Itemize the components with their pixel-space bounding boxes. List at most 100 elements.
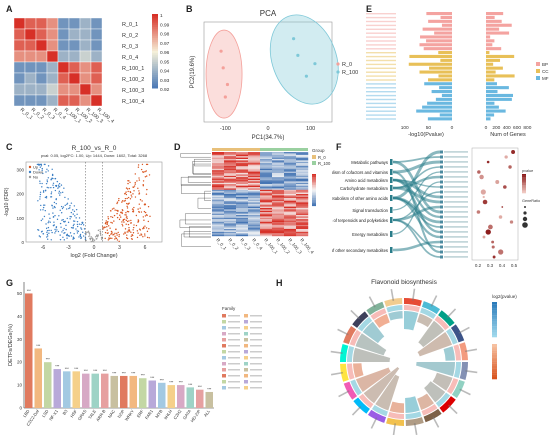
- heatmap-cell: [236, 161, 249, 164]
- heatmap-cell: [284, 224, 297, 227]
- heatmap-cell: [284, 156, 297, 158]
- heatmap-cell: [248, 168, 261, 171]
- heatmap-cell: [284, 159, 297, 161]
- heatmap-cell: [236, 153, 249, 155]
- heatmap-cell: [260, 202, 273, 204]
- heatmap-cell: [224, 219, 237, 221]
- heatmap-cell: [236, 174, 249, 176]
- volcano-point: [126, 207, 129, 209]
- heatmap-cell: [248, 210, 261, 213]
- volcano-point: [53, 201, 56, 204]
- y-tick: 50: [17, 291, 23, 296]
- bar: [110, 375, 118, 408]
- heatmap-cell: [296, 189, 309, 192]
- volcano-point: [61, 191, 64, 194]
- heatmap-cell: [224, 152, 237, 154]
- volcano-point: [64, 204, 66, 207]
- gene-count-bar: [486, 58, 501, 62]
- sankey-flow: [392, 219, 441, 258]
- heatmap-cell: [260, 177, 273, 179]
- heatmap-cell: [35, 94, 48, 107]
- volcano-point: [94, 236, 97, 238]
- volcano-point: [110, 233, 112, 235]
- heatmap-cell: [236, 202, 249, 204]
- volcano-point: [60, 192, 62, 194]
- heatmap-cell: [248, 161, 261, 164]
- heatmap-cell: [236, 181, 249, 183]
- legend-family-name: [228, 375, 240, 377]
- sankey-target-label: [444, 256, 468, 258]
- x-tick-right: 800: [523, 125, 531, 131]
- r0-ellipse: [205, 29, 243, 119]
- inner-ring-segment: [421, 404, 438, 416]
- volcano-point: [140, 168, 143, 171]
- heatmap-cell: [248, 198, 261, 200]
- volcano-point: [147, 220, 150, 223]
- inner-ring-segment: [446, 378, 459, 395]
- colorbar-segment: [492, 317, 497, 320]
- volcano-point: [142, 228, 144, 230]
- heatmap-cell: [224, 161, 237, 164]
- volcano-point: [56, 218, 59, 221]
- volcano-point: [145, 227, 148, 229]
- heatmap-cell: [90, 39, 103, 52]
- volcano-point: [118, 199, 120, 202]
- legend-label: Up: [33, 165, 39, 170]
- heatmap-cell: [260, 234, 273, 237]
- legend-marker: [336, 70, 340, 74]
- volcano-point: [39, 166, 42, 168]
- significance-label: ***: [188, 383, 193, 387]
- volcano-point: [113, 214, 116, 217]
- volcano-point: [101, 238, 103, 241]
- outer-segment: [459, 342, 468, 361]
- row-label: R_0_1: [122, 22, 138, 28]
- heatmap-cell: [248, 177, 261, 179]
- sankey-target-node: [440, 200, 443, 204]
- volcano-point: [124, 214, 126, 216]
- volcano-point: [52, 207, 54, 209]
- heatmap-cell: [248, 174, 261, 176]
- volcano-point: [63, 239, 65, 241]
- category-label: ARR-B: [95, 409, 107, 423]
- colorbar-segment: [522, 183, 526, 186]
- heatmap-cell: [260, 185, 273, 188]
- heatmap-cell: [212, 171, 225, 174]
- row-dendrogram: [194, 159, 211, 167]
- sankey-target-node: [440, 150, 443, 154]
- category-label: ERF: [136, 408, 145, 418]
- pathway-label: Biosynthesis of other secondary metaboli…: [332, 248, 388, 253]
- volcano-point: [76, 232, 79, 234]
- volcano-point: [132, 211, 135, 213]
- colorbar-segment: [492, 344, 497, 347]
- volcano-point: [124, 228, 127, 230]
- pathway-label: Metabolism of other amino acids: [332, 196, 388, 201]
- heatmap-cell: [260, 208, 273, 210]
- volcano-point: [47, 165, 50, 167]
- volcano-point: [54, 177, 57, 180]
- volcano-point: [76, 220, 79, 223]
- heatmap-cell: [248, 189, 261, 192]
- heatmap-cell: [248, 220, 261, 223]
- legend-swatch: [244, 374, 248, 378]
- heatmap-cell: [224, 195, 237, 197]
- dot-point: [501, 206, 504, 208]
- volcano-point: [127, 223, 130, 226]
- gene-count-bar: [486, 31, 510, 35]
- panel-g: G 0 10 20 30 40 50 *** *** *** *** *** *** *** *** ***…: [2, 270, 274, 435]
- sankey-target-node: [440, 185, 443, 189]
- legend-label: R_100: [342, 70, 358, 76]
- volcano-point: [37, 229, 40, 231]
- inner-ring-segment: [358, 393, 374, 409]
- pvalue-bar: [426, 12, 452, 16]
- heatmap-cell: [224, 154, 237, 157]
- volcano-point: [148, 174, 151, 176]
- heatmap-cell: [284, 219, 297, 221]
- volcano-point: [69, 207, 71, 209]
- heatmap-cell: [284, 171, 297, 174]
- sankey-target-node: [440, 155, 443, 159]
- heatmap-cell: [272, 234, 285, 237]
- outer-segment: [450, 324, 465, 343]
- dot-point: [488, 224, 493, 230]
